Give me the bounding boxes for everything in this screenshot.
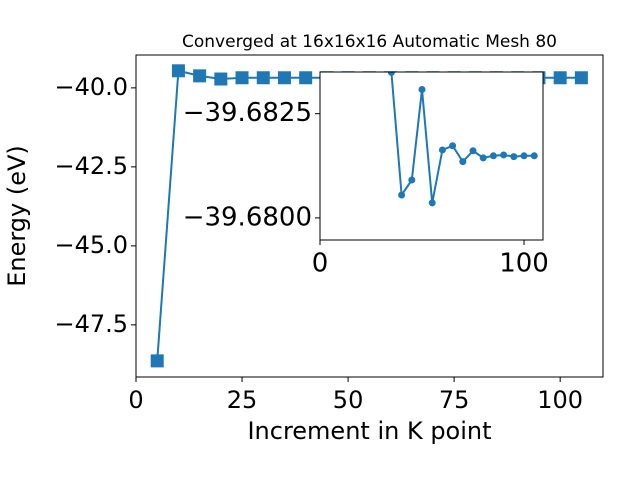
y-tick-label: −45.0 bbox=[54, 231, 128, 259]
y-tick-label: −42.5 bbox=[54, 152, 128, 180]
chart-title: Converged at 16x16x16 Automatic Mesh 80 bbox=[182, 32, 557, 52]
marker bbox=[520, 152, 528, 160]
y-axis-label: Energy (eV) bbox=[3, 145, 31, 287]
y-tick-label: −40.0 bbox=[54, 73, 128, 101]
x-tick-label: 0 bbox=[312, 249, 329, 279]
x-tick-label: 0 bbox=[128, 386, 143, 414]
marker bbox=[510, 153, 518, 161]
marker bbox=[235, 71, 249, 85]
marker bbox=[277, 71, 291, 85]
marker bbox=[398, 191, 406, 199]
marker bbox=[150, 354, 164, 368]
marker bbox=[469, 147, 477, 155]
y-tick-label: −47.5 bbox=[54, 310, 128, 338]
marker bbox=[408, 176, 416, 184]
axes-frame bbox=[135, 54, 604, 378]
plot-content bbox=[387, 72, 538, 207]
x-tick-label: 75 bbox=[439, 386, 470, 414]
marker bbox=[171, 64, 185, 78]
marker bbox=[214, 72, 228, 86]
x-tick-label: 100 bbox=[499, 249, 549, 279]
x-tick-label: 100 bbox=[537, 386, 583, 414]
axes-frame bbox=[319, 71, 544, 241]
marker bbox=[387, 72, 395, 76]
marker bbox=[449, 142, 457, 150]
marker bbox=[256, 71, 270, 85]
marker bbox=[500, 151, 508, 159]
marker bbox=[553, 71, 567, 85]
marker bbox=[193, 69, 207, 83]
marker bbox=[479, 154, 487, 162]
x-axis-label: Increment in K point bbox=[247, 417, 491, 445]
marker bbox=[530, 152, 538, 160]
x-tick-label: 50 bbox=[333, 386, 364, 414]
marker bbox=[438, 146, 446, 154]
y-tick-label: −39.6800 bbox=[183, 202, 312, 232]
marker bbox=[418, 86, 426, 94]
marker bbox=[574, 71, 588, 85]
marker bbox=[459, 158, 467, 166]
marker bbox=[299, 71, 313, 85]
y-tick-label: −39.6825 bbox=[183, 98, 312, 128]
x-tick-label: 25 bbox=[227, 386, 258, 414]
marker bbox=[489, 152, 497, 160]
marker bbox=[428, 199, 436, 207]
